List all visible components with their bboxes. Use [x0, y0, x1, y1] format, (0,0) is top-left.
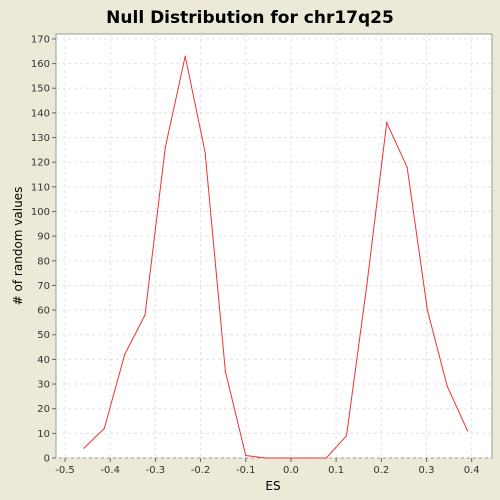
x-tick-label: 0.1 [328, 465, 344, 476]
y-tick-label: 150 [31, 84, 50, 95]
y-tick-label: 170 [31, 34, 50, 45]
data-point [366, 284, 368, 287]
data-point [124, 353, 126, 356]
x-tick-label: 0.2 [373, 465, 389, 476]
x-axis: -0.5 -0.4 -0.3 -0.2 -0.1 0.0 0.1 0.2 0.3 0.4 [55, 458, 480, 476]
data-point [245, 454, 247, 457]
y-tick-label: 70 [37, 281, 50, 292]
data-point [224, 371, 227, 373]
data-point [285, 457, 287, 459]
y-axis: 0 10 20 30 40 50 60 70 80 90 100 110 120 130 140 150 160… [31, 34, 56, 465]
y-tick-label: 30 [37, 380, 50, 391]
data-point [426, 309, 428, 311]
x-tick-label: -0.5 [55, 465, 75, 476]
y-tick-label: 40 [37, 355, 50, 366]
x-tick-label: -0.2 [191, 465, 211, 476]
x-axis-label: ES [265, 479, 280, 493]
data-point [345, 435, 348, 437]
y-tick-label: 10 [37, 429, 50, 440]
data-point [164, 146, 166, 148]
y-tick-label: 130 [31, 133, 50, 144]
series-line [83, 56, 469, 459]
series-layer [83, 55, 469, 459]
data-point [467, 430, 469, 432]
y-tick-label: 110 [31, 182, 50, 193]
y-tick-label: 100 [31, 207, 50, 218]
data-point [265, 457, 267, 459]
y-tick-label: 50 [37, 330, 50, 341]
y-tick-label: 90 [37, 232, 50, 243]
data-point [406, 166, 408, 168]
y-tick-label: 140 [31, 108, 50, 119]
data-point [103, 427, 105, 430]
data-point [204, 151, 206, 153]
x-tick-label: -0.1 [236, 465, 256, 476]
chart-title: Null Distribution for chr17q25 [106, 8, 394, 28]
data-point [446, 385, 448, 388]
x-tick-label: 0.3 [419, 465, 435, 476]
y-tick-label: 0 [44, 454, 50, 465]
data-point [386, 122, 388, 124]
y-axis-label: # of random values [11, 187, 25, 306]
plot-area [55, 33, 493, 459]
grid-lines [56, 34, 492, 459]
x-tick-label: -0.4 [100, 465, 120, 476]
y-tick-label: 80 [37, 256, 50, 267]
data-point [325, 457, 327, 459]
data-point [144, 314, 146, 316]
y-tick-label: 160 [31, 59, 50, 70]
y-tick-label: 20 [37, 404, 50, 415]
x-tick-label: 0.4 [464, 465, 480, 476]
data-point [184, 55, 186, 57]
data-point [305, 457, 307, 459]
y-tick-label: 120 [31, 158, 50, 169]
x-tick-label: -0.3 [146, 465, 166, 476]
data-point [83, 447, 85, 449]
x-tick-label: 0.0 [283, 465, 299, 476]
y-tick-label: 60 [37, 306, 50, 317]
